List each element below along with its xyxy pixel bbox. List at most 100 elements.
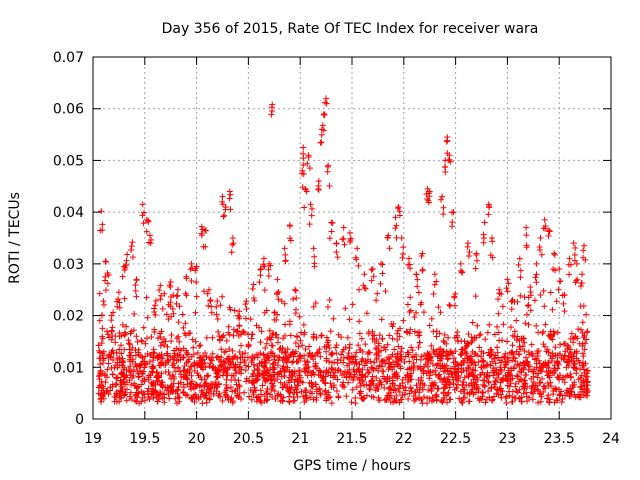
data-point bbox=[300, 144, 307, 151]
background-point bbox=[392, 387, 399, 394]
background-point bbox=[130, 372, 137, 379]
background-point bbox=[446, 384, 453, 391]
background-point bbox=[154, 378, 161, 385]
x-axis-ticks: 19 19.5 20 20.5 21 21.5 22 22.5 23 23.5 24 bbox=[84, 57, 620, 447]
background-point bbox=[345, 350, 352, 357]
background-point bbox=[161, 391, 168, 398]
background-point bbox=[306, 379, 313, 386]
data-point bbox=[326, 235, 333, 242]
data-point bbox=[413, 271, 420, 278]
background-point bbox=[461, 374, 468, 381]
background-point bbox=[562, 373, 569, 380]
data-point bbox=[328, 219, 335, 226]
background-point bbox=[565, 354, 572, 361]
background-point bbox=[438, 398, 445, 405]
background-point bbox=[258, 391, 265, 398]
background-point bbox=[406, 308, 413, 315]
background-point bbox=[197, 363, 204, 370]
data-point bbox=[311, 260, 318, 267]
data-point bbox=[119, 273, 126, 280]
data-point bbox=[441, 164, 448, 171]
background-point bbox=[246, 393, 253, 400]
data-point bbox=[145, 218, 152, 225]
background-point bbox=[478, 396, 485, 403]
data-point bbox=[414, 283, 421, 290]
background-point bbox=[376, 332, 383, 339]
background-point bbox=[268, 386, 275, 393]
background-point bbox=[227, 396, 234, 403]
data-point bbox=[235, 312, 242, 319]
background-point bbox=[406, 358, 413, 365]
data-point bbox=[173, 300, 180, 307]
data-point bbox=[157, 282, 164, 289]
background-point bbox=[442, 367, 449, 374]
data-point bbox=[392, 225, 399, 232]
y-tick-label: 0.05 bbox=[53, 153, 84, 169]
data-point bbox=[213, 303, 220, 310]
y-tick-label: 0.07 bbox=[53, 50, 84, 66]
data-point bbox=[431, 281, 438, 288]
data-point bbox=[251, 297, 258, 304]
data-point bbox=[214, 298, 221, 305]
background-point bbox=[580, 353, 587, 360]
data-point bbox=[340, 224, 347, 231]
background-point bbox=[177, 371, 184, 378]
background-point bbox=[452, 348, 459, 355]
background-point bbox=[135, 349, 142, 356]
data-point bbox=[229, 235, 236, 241]
background-point bbox=[573, 355, 580, 362]
background-point bbox=[164, 357, 171, 364]
background-point bbox=[485, 379, 492, 386]
background-point bbox=[276, 346, 283, 353]
background-point bbox=[294, 334, 301, 341]
data-point bbox=[378, 260, 385, 267]
background-point bbox=[159, 305, 166, 312]
background-point bbox=[197, 355, 204, 362]
background-point bbox=[536, 390, 543, 397]
background-point bbox=[575, 393, 582, 400]
background-point bbox=[318, 374, 325, 381]
background-point bbox=[340, 379, 347, 386]
background-point bbox=[175, 394, 182, 401]
data-point bbox=[431, 271, 438, 278]
background-point bbox=[158, 328, 165, 335]
background-point bbox=[139, 377, 146, 384]
data-point bbox=[508, 298, 515, 305]
background-point bbox=[430, 328, 437, 335]
background-point bbox=[554, 352, 561, 359]
background-point bbox=[533, 322, 540, 329]
data-point bbox=[515, 261, 522, 268]
data-point bbox=[566, 255, 573, 262]
background-point bbox=[98, 340, 105, 347]
background-point bbox=[144, 350, 151, 357]
background-point bbox=[112, 381, 119, 388]
background-point bbox=[229, 388, 236, 395]
background-point bbox=[145, 385, 152, 392]
background-point bbox=[353, 349, 360, 356]
background-point bbox=[297, 353, 304, 360]
background-point bbox=[297, 329, 304, 336]
background-point bbox=[323, 367, 330, 374]
background-point bbox=[113, 390, 120, 397]
background-point bbox=[280, 363, 287, 370]
background-point bbox=[509, 388, 516, 395]
data-point bbox=[250, 281, 257, 288]
background-point bbox=[173, 357, 180, 364]
background-point bbox=[261, 287, 268, 294]
data-point bbox=[116, 304, 123, 311]
background-point bbox=[376, 377, 383, 384]
background-point bbox=[452, 358, 459, 365]
background-point bbox=[337, 368, 344, 375]
background-point bbox=[406, 330, 413, 337]
background-point bbox=[517, 360, 524, 367]
background-point bbox=[176, 338, 183, 345]
background-point bbox=[243, 378, 250, 385]
background-point bbox=[382, 346, 389, 353]
background-point bbox=[397, 365, 404, 372]
background-point bbox=[365, 328, 372, 335]
data-point bbox=[532, 274, 539, 281]
background-point bbox=[126, 346, 133, 353]
data-point bbox=[523, 224, 530, 231]
background-point bbox=[498, 359, 505, 366]
data-point bbox=[286, 235, 293, 242]
